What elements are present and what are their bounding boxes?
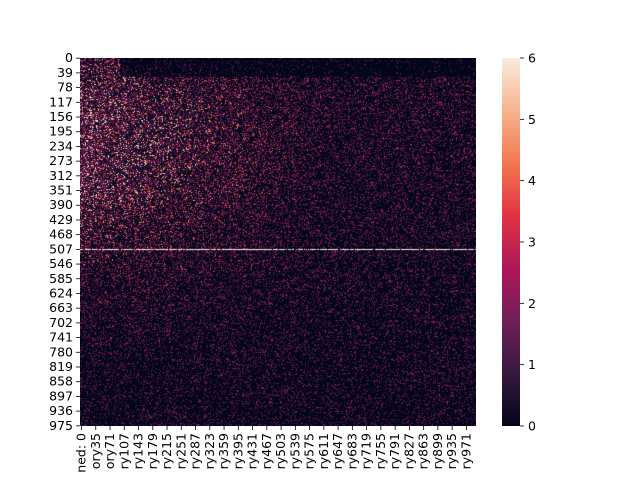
x-tick-label: ry899	[430, 433, 445, 469]
y-tick-label: 0	[65, 50, 73, 65]
y-tick-label: 741	[49, 330, 73, 345]
colorbar: 0 1 2 3 4 5 6	[502, 51, 536, 434]
y-tick-label: 624	[49, 285, 73, 300]
x-tick-label: ry143	[131, 433, 146, 469]
y-tick-label: 975	[49, 418, 73, 433]
x-tick-label: ry395	[230, 433, 245, 469]
colorbar-tick-label: 5	[528, 112, 536, 127]
y-tick-label: 936	[49, 403, 73, 418]
x-tick-label: ory71	[102, 433, 117, 469]
y-tick-label: 702	[49, 315, 73, 330]
x-tick-label: ry755	[373, 433, 388, 469]
colorbar-tick-label: 6	[528, 51, 536, 66]
y-tick-label: 78	[57, 80, 73, 95]
y-tick-label: 351	[49, 183, 73, 198]
x-tick-label: ry539	[287, 433, 302, 469]
y-axis: 0397811715619523427331235139042946850754…	[49, 50, 80, 433]
heatmap-cells	[80, 58, 476, 426]
y-tick-label: 156	[49, 109, 73, 124]
y-tick-label: 273	[49, 153, 73, 168]
x-tick-label: ry287	[188, 433, 203, 469]
x-tick-label: ry323	[202, 433, 217, 469]
y-tick-label: 312	[49, 168, 73, 183]
y-tick-label: 234	[49, 138, 73, 153]
x-tick-label: ned: 0	[74, 433, 89, 473]
x-tick-label: ry215	[159, 433, 174, 469]
y-tick-label: 585	[49, 271, 73, 286]
y-tick-label: 117	[49, 94, 73, 109]
y-tick-label: 780	[49, 344, 73, 359]
colorbar-tick-label: 3	[528, 235, 536, 250]
colorbar-gradient	[502, 58, 520, 426]
x-tick-label: ry503	[273, 433, 288, 469]
y-tick-label: 819	[49, 359, 73, 374]
y-tick-label: 897	[49, 388, 73, 403]
colorbar-tick-label: 0	[528, 419, 536, 434]
x-tick-label: ry107	[116, 433, 131, 469]
x-tick-label: ry863	[416, 433, 431, 469]
y-tick-label: 858	[49, 374, 73, 389]
x-tick-label: ry431	[245, 433, 260, 469]
y-tick-label: 546	[49, 256, 73, 271]
y-tick-label: 507	[49, 241, 73, 256]
x-tick-label: ry827	[401, 433, 416, 469]
x-tick-label: ory35	[88, 433, 103, 469]
y-tick-label: 39	[57, 65, 73, 80]
x-tick-label: ry467	[259, 433, 274, 469]
y-tick-label: 663	[49, 300, 73, 315]
x-tick-label: ry791	[387, 433, 402, 469]
y-tick-label: 195	[49, 124, 73, 139]
y-tick-label: 429	[49, 212, 73, 227]
x-tick-label: ry719	[359, 433, 374, 469]
y-tick-label: 390	[49, 197, 73, 212]
x-tick-label: ry935	[444, 433, 459, 469]
heatmap-area	[80, 58, 476, 426]
x-tick-label: ry683	[344, 433, 359, 469]
x-tick-label: ry971	[458, 433, 473, 469]
x-tick-label: ry575	[302, 433, 317, 469]
x-axis: ned: 0 ory35 ory71 ry107 ry143 ry179 ry215 ry25…	[74, 426, 473, 473]
colorbar-tick-label: 4	[528, 173, 536, 188]
y-tick-label: 468	[49, 227, 73, 242]
x-tick-label: ry359	[216, 433, 231, 469]
x-tick-label: ry179	[145, 433, 160, 469]
x-tick-label: ry251	[173, 433, 188, 469]
colorbar-tick-label: 1	[528, 357, 536, 372]
x-tick-label: ry647	[330, 433, 345, 469]
x-tick-label: ry611	[316, 433, 331, 469]
colorbar-tick-label: 2	[528, 296, 536, 311]
